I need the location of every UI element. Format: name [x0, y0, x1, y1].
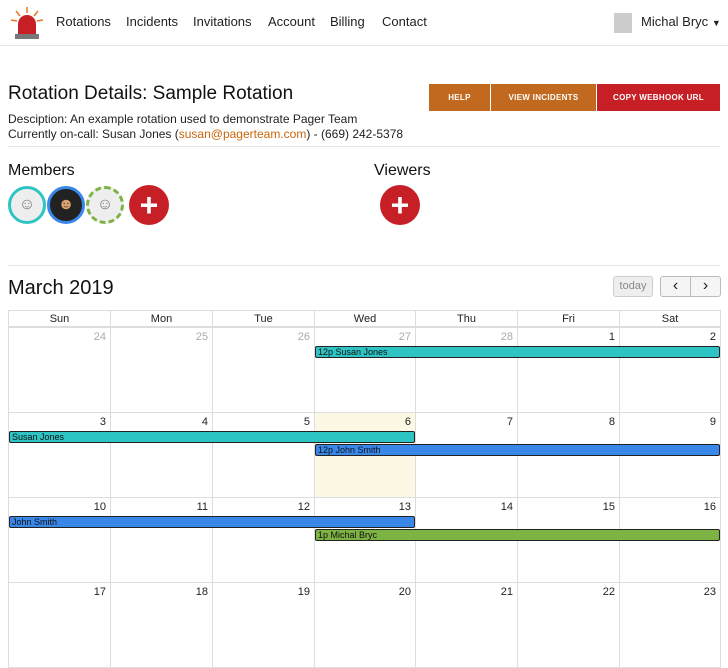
weekday-header: Sun [8, 310, 111, 327]
weekday-header: Sat [619, 310, 721, 327]
calendar-title: March 2019 [8, 277, 114, 299]
day-cell[interactable]: 11 [110, 497, 213, 583]
day-cell[interactable]: 18 [110, 582, 213, 668]
day-cell[interactable]: 17 [8, 582, 111, 668]
oncall-info: Currently on-call: Susan Jones (susan@pa… [8, 127, 403, 141]
weekday-header: Fri [517, 310, 620, 327]
top-nav: Rotations Incidents Invitations Account … [0, 0, 728, 46]
prev-month-button[interactable]: ‹ [660, 276, 691, 297]
user-avatar[interactable] [614, 13, 632, 33]
weekday-header: Tue [212, 310, 315, 327]
oncall-prefix: Currently on-call: Susan Jones ( [8, 127, 179, 141]
calendar-event[interactable]: Susan Jones [9, 431, 415, 443]
siren-logo-icon[interactable] [10, 6, 44, 40]
weekday-header: Thu [415, 310, 518, 327]
nav-account[interactable]: Account [268, 14, 315, 29]
day-cell[interactable]: 24 [8, 327, 111, 413]
calendar-event[interactable]: 12p Susan Jones [315, 346, 720, 358]
calendar-event[interactable]: 12p John Smith [315, 444, 720, 456]
day-cell[interactable]: 12 [212, 497, 315, 583]
weekday-header: Wed [314, 310, 416, 327]
member-avatar-john[interactable]: ☻ [47, 186, 85, 224]
user-name: Michal Bryc [641, 14, 709, 29]
day-cell[interactable]: 25 [110, 327, 213, 413]
caret-down-icon: ▼ [711, 18, 721, 28]
day-cell[interactable]: 2 [619, 327, 721, 413]
nav-contact[interactable]: Contact [382, 14, 427, 29]
day-cell[interactable]: 5 [212, 412, 315, 498]
day-cell[interactable]: 27 [314, 327, 416, 413]
nav-rotations[interactable]: Rotations [56, 14, 111, 29]
view-incidents-button[interactable]: VIEW INCIDENTS [491, 84, 596, 111]
day-cell[interactable]: 3 [8, 412, 111, 498]
calendar-event[interactable]: John Smith [9, 516, 415, 528]
day-cell[interactable]: 1 [517, 327, 620, 413]
nav-incidents[interactable]: Incidents [126, 14, 179, 29]
member-avatar-michal[interactable]: ☺ [86, 186, 124, 224]
add-viewer-button[interactable]: + [380, 185, 420, 225]
day-cell[interactable]: 10 [8, 497, 111, 583]
calendar-event[interactable]: 1p Michal Bryc [315, 529, 720, 541]
day-cell[interactable]: 20 [314, 582, 416, 668]
day-cell[interactable]: 21 [415, 582, 518, 668]
page-title: Rotation Details: Sample Rotation [8, 83, 294, 104]
nav-billing[interactable]: Billing [330, 14, 365, 29]
divider [8, 146, 720, 147]
member-avatar-susan[interactable]: ☺ [8, 186, 46, 224]
viewers-heading: Viewers [374, 162, 431, 179]
day-cell[interactable]: 22 [517, 582, 620, 668]
day-cell[interactable]: 28 [415, 327, 518, 413]
description: Desciption: An example rotation used to … [8, 112, 358, 126]
copy-webhook-button[interactable]: COPY WEBHOOK URL [597, 84, 720, 111]
day-cell[interactable]: 23 [619, 582, 721, 668]
nav-invitations[interactable]: Invitations [193, 14, 252, 29]
day-cell[interactable]: 4 [110, 412, 213, 498]
add-member-button[interactable]: + [129, 185, 169, 225]
members-heading: Members [8, 162, 75, 179]
divider [8, 265, 720, 266]
help-button[interactable]: HELP [429, 84, 490, 111]
today-button[interactable]: today [613, 276, 653, 297]
oncall-phone: ) - (669) 242-5378 [306, 127, 404, 141]
oncall-email-link[interactable]: susan@pagerteam.com [178, 127, 307, 141]
day-cell[interactable]: 26 [212, 327, 315, 413]
user-menu[interactable]: Michal Bryc ▼ [641, 14, 721, 29]
day-cell[interactable]: 19 [212, 582, 315, 668]
next-month-button[interactable]: › [690, 276, 721, 297]
weekday-header: Mon [110, 310, 213, 327]
